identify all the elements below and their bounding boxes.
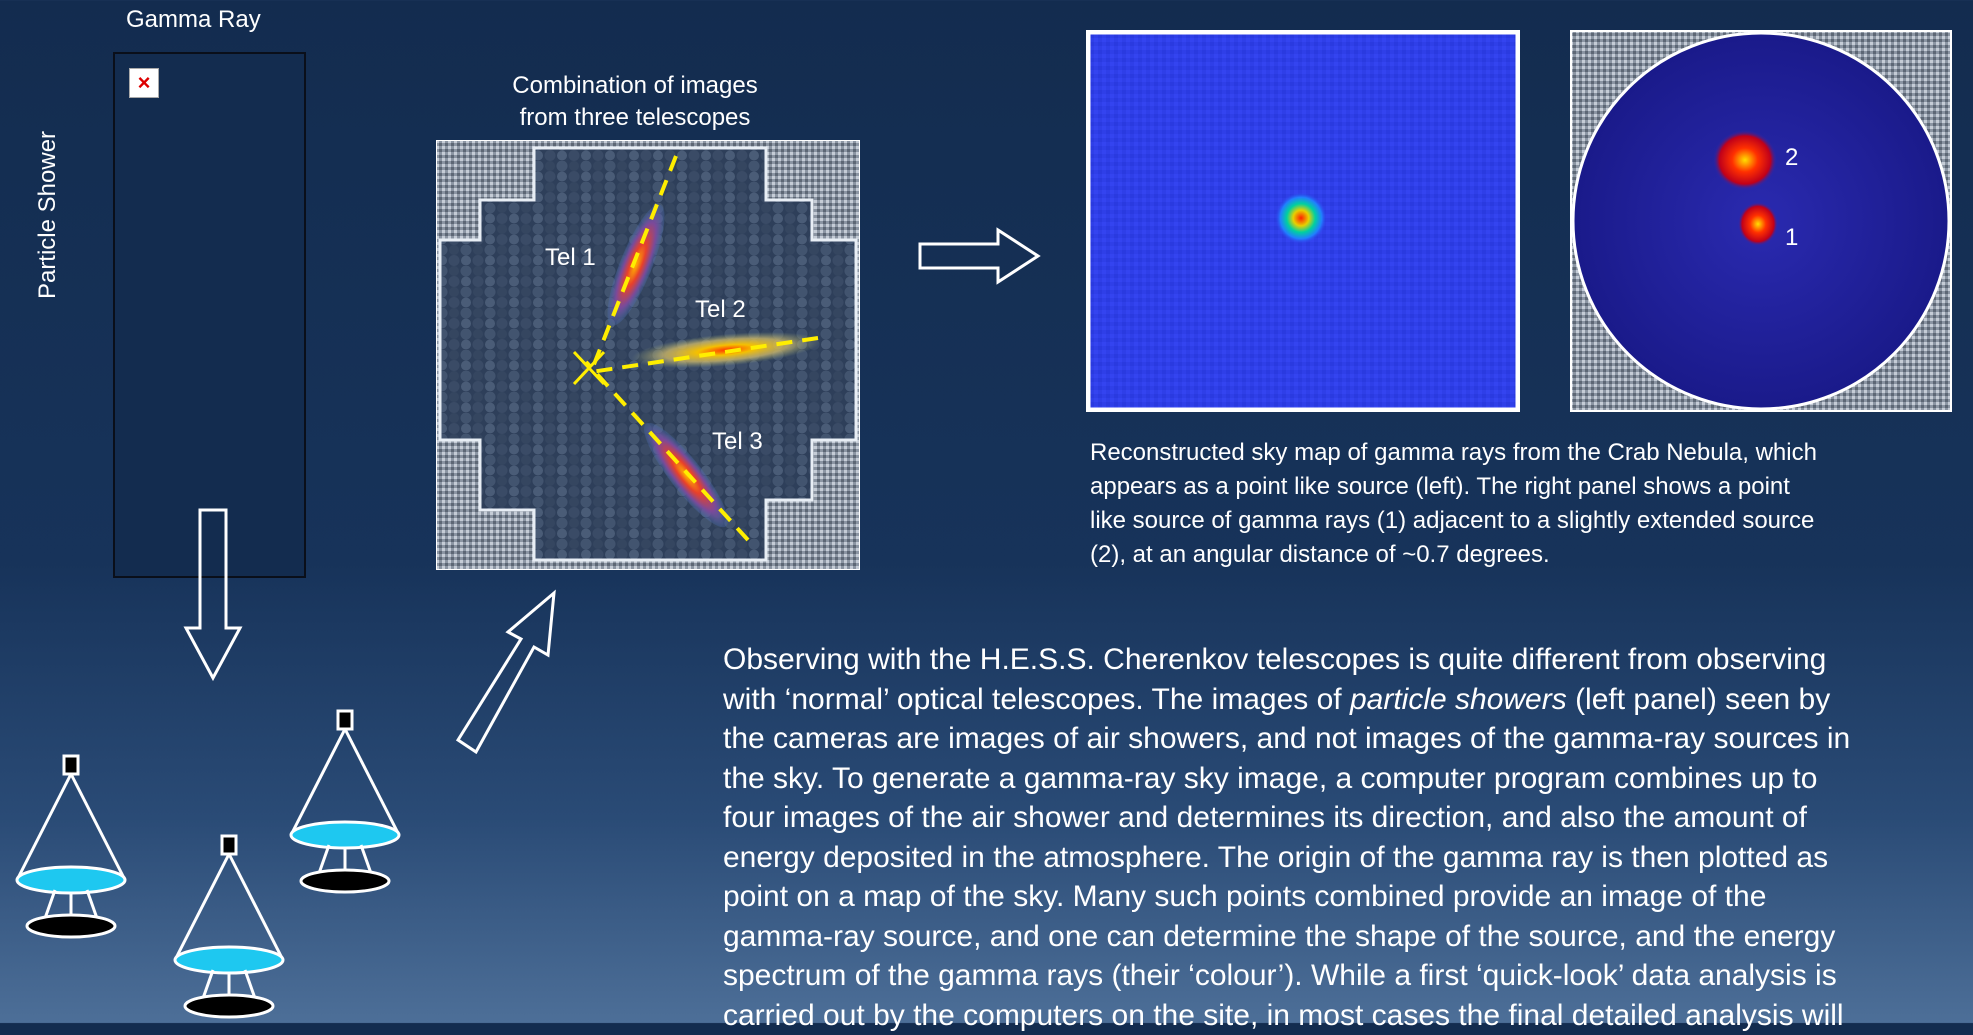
description-text: (left panel) seen by xyxy=(1567,683,1830,716)
description-line: spectrum of the gamma rays (their ‘colou… xyxy=(723,956,1973,996)
telescope-icon xyxy=(10,700,130,945)
sky-map-crab-nebula xyxy=(1086,30,1520,412)
sky-map-caption: Reconstructed sky map of gamma rays from… xyxy=(1090,436,1950,572)
caption-line: Reconstructed sky map of gamma rays from… xyxy=(1090,436,1950,470)
combination-title-line1: Combination of images xyxy=(440,72,830,100)
description-line: point on a map of the sky. Many such poi… xyxy=(723,877,1973,917)
description-line: the cameras are images of air showers, a… xyxy=(723,719,1973,759)
caption-line: like source of gamma rays (1) adjacent t… xyxy=(1090,504,1950,538)
description-line: carried out by the computers on the site… xyxy=(723,996,1973,1035)
description-line: four images of the air shower and determ… xyxy=(723,798,1973,838)
diagonal-arrow-icon xyxy=(450,585,570,755)
tel3-label: Tel 3 xyxy=(712,428,763,456)
description-line: the sky. To generate a gamma-ray sky ima… xyxy=(723,759,1973,799)
broken-image-icon: × xyxy=(129,68,159,98)
tel1-label: Tel 1 xyxy=(545,244,596,272)
right-arrow-icon xyxy=(918,226,1042,286)
caption-line: appears as a point like source (left). T… xyxy=(1090,470,1950,504)
description-line: Observing with the H.E.S.S. Cherenkov te… xyxy=(723,640,1973,680)
particle-shower-panel: × xyxy=(113,52,306,578)
source-1-label: 1 xyxy=(1785,224,1798,252)
particle-shower-label: Particle Shower xyxy=(34,131,62,299)
description-emphasis: particle showers xyxy=(1350,683,1567,716)
telescope-icon xyxy=(284,655,404,900)
telescope-icon xyxy=(168,780,288,1025)
description-line: with ‘normal’ optical telescopes. The im… xyxy=(723,680,1973,720)
caption-line: (2), at an angular distance of ~0.7 degr… xyxy=(1090,538,1950,572)
description-line: gamma-ray source, and one can determine … xyxy=(723,917,1973,957)
description-text: with ‘normal’ optical telescopes. The im… xyxy=(723,683,1350,716)
tel2-label: Tel 2 xyxy=(695,296,746,324)
source-2-label: 2 xyxy=(1785,144,1798,172)
down-arrow-icon xyxy=(183,508,243,683)
gamma-ray-label: Gamma Ray xyxy=(126,6,261,34)
combination-title-line2: from three telescopes xyxy=(440,104,830,132)
description-paragraph: Observing with the H.E.S.S. Cherenkov te… xyxy=(723,640,1973,1035)
description-line: energy deposited in the atmosphere. The … xyxy=(723,838,1973,878)
combined-camera-image xyxy=(436,140,860,570)
sky-map-extended-source xyxy=(1570,30,1952,412)
